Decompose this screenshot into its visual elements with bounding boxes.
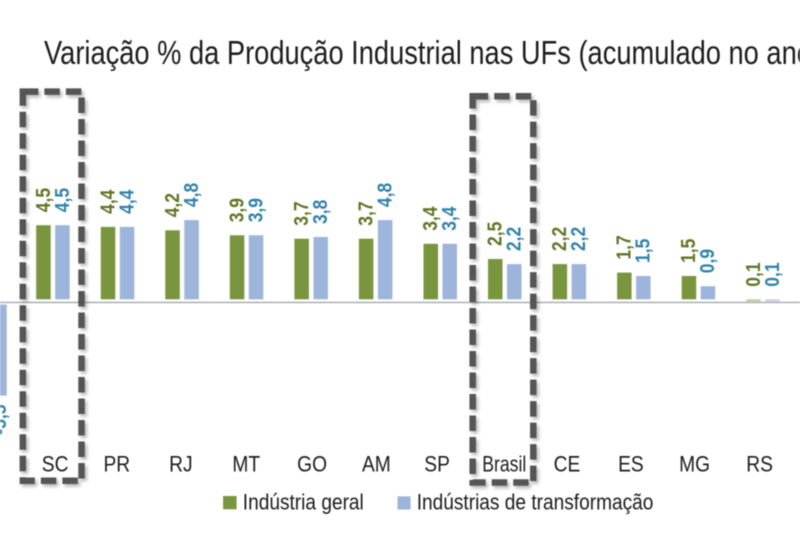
svg-text:GO: GO <box>297 452 327 477</box>
svg-text:ES: ES <box>618 452 644 477</box>
svg-text:4,4: 4,4 <box>97 189 119 214</box>
svg-text:3,7: 3,7 <box>291 201 313 225</box>
svg-text:4,8: 4,8 <box>375 183 397 207</box>
svg-text:0,1: 0,1 <box>743 262 765 286</box>
svg-text:3,7: 3,7 <box>356 201 378 225</box>
svg-text:1,5: 1,5 <box>678 239 700 263</box>
svg-text:Indústria geral: Indústria geral <box>243 490 364 515</box>
svg-text:Brasil: Brasil <box>482 452 526 477</box>
svg-text:4,5: 4,5 <box>33 188 55 212</box>
svg-text:3,4: 3,4 <box>420 206 442 231</box>
svg-text:2,2: 2,2 <box>568 227 590 251</box>
svg-text:MG: MG <box>679 452 710 477</box>
svg-text:3,9: 3,9 <box>226 198 248 222</box>
svg-text:RJ: RJ <box>169 452 193 477</box>
svg-text:Variação % da Produção Industr: Variação % da Produção Industrial nas UF… <box>44 34 800 71</box>
svg-text:0,9: 0,9 <box>697 249 719 273</box>
svg-text:2,2: 2,2 <box>504 227 526 251</box>
svg-text:-5,5: -5,5 <box>0 405 11 435</box>
svg-text:SP: SP <box>424 452 450 477</box>
svg-text:2,2: 2,2 <box>549 227 571 251</box>
svg-text:1,5: 1,5 <box>633 239 655 263</box>
svg-text:3,8: 3,8 <box>310 200 332 224</box>
svg-text:SC: SC <box>42 452 69 477</box>
svg-text:RS: RS <box>746 452 773 477</box>
svg-text:4,8: 4,8 <box>181 183 203 207</box>
svg-text:3,9: 3,9 <box>245 198 267 222</box>
svg-text:MT: MT <box>232 452 260 477</box>
svg-text:4,4: 4,4 <box>116 189 138 214</box>
svg-text:AM: AM <box>362 452 391 477</box>
svg-text:CE: CE <box>554 452 581 477</box>
svg-text:3,4: 3,4 <box>439 206 461 231</box>
svg-text:4,2: 4,2 <box>162 193 184 217</box>
svg-text:Indústrias de transformação: Indústrias de transformação <box>417 490 654 515</box>
svg-text:1,7: 1,7 <box>614 235 636 259</box>
svg-text:4,5: 4,5 <box>52 188 74 212</box>
svg-text:PR: PR <box>103 452 130 477</box>
svg-text:0,1: 0,1 <box>762 262 784 286</box>
svg-text:2,5: 2,5 <box>485 222 507 246</box>
